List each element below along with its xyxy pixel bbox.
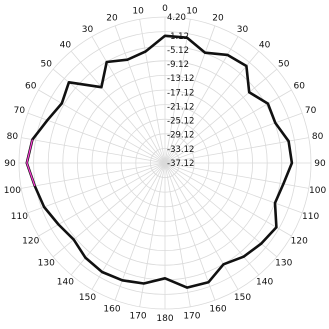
grid-spoke — [21, 162, 166, 189]
radial-tick-label: -13.12 — [167, 74, 194, 84]
grid-spoke — [70, 162, 166, 276]
angle-tick-label: 30 — [82, 25, 94, 35]
angle-tick-label: 170 — [183, 312, 200, 322]
angle-tick-label: 0 — [162, 4, 168, 14]
grid-spoke — [38, 89, 166, 164]
grid-spoke — [164, 162, 278, 258]
polar-grid — [18, 16, 312, 310]
angle-tick-label: 60 — [294, 82, 306, 92]
angle-tick-label: 10 — [132, 6, 144, 16]
angle-tick-label: 160 — [103, 305, 120, 315]
radial-tick-label: 4.20 — [167, 13, 186, 23]
grid-spoke — [164, 162, 309, 189]
angle-tick-label: 140 — [57, 278, 74, 288]
grid-spoke — [21, 137, 166, 164]
grid-spoke — [164, 50, 260, 164]
angle-tick-label: 90 — [314, 159, 326, 169]
radial-tick-label: -29.12 — [167, 131, 194, 141]
grid-spoke — [164, 162, 216, 301]
angle-tick-label: 110 — [302, 212, 319, 222]
angle-tick-label: 10 — [186, 6, 198, 16]
grid-spoke — [27, 112, 166, 164]
grid-spoke — [164, 25, 216, 164]
angle-tick-label: 20 — [212, 13, 224, 23]
angle-tick-label: 40 — [60, 40, 72, 50]
grid-spoke — [114, 25, 166, 164]
grid-spoke — [164, 162, 239, 290]
angle-tick-label: 140 — [256, 278, 273, 288]
radial-tick-label: -25.12 — [167, 117, 194, 127]
angle-tick-label: 120 — [22, 237, 39, 247]
grid-spoke — [52, 162, 166, 258]
angle-tick-label: 130 — [38, 259, 55, 269]
grid-spoke — [139, 19, 166, 164]
grid-spoke — [164, 36, 239, 164]
grid-spoke — [164, 162, 292, 237]
angle-tick-label: 30 — [237, 25, 249, 35]
grid-spoke — [164, 162, 191, 307]
angle-tick-label: 150 — [234, 293, 251, 303]
angle-tick-label: 100 — [4, 186, 21, 196]
data-series — [25, 34, 294, 289]
angle-tick-label: 50 — [41, 59, 53, 69]
grid-spoke — [164, 112, 303, 164]
angle-tick-label: 70 — [305, 106, 317, 116]
grid-spoke — [164, 137, 309, 164]
angle-tick-label: 50 — [278, 59, 290, 69]
angle-tick-label: 160 — [209, 305, 226, 315]
angle-tick-label: 180 — [156, 314, 173, 324]
angle-tick-label: 70 — [14, 106, 26, 116]
grid-spoke — [70, 50, 166, 164]
radial-tick-label: -37.12 — [167, 159, 194, 169]
radial-tick-label: -9.12 — [167, 60, 189, 70]
angle-tick-label: 20 — [106, 13, 118, 23]
grid-spoke — [52, 68, 166, 164]
grid-spoke — [114, 162, 166, 301]
grid-spoke — [164, 162, 303, 214]
grid-spoke — [27, 162, 166, 214]
grid-spoke — [164, 68, 278, 164]
angle-tick-label: 150 — [79, 293, 96, 303]
radial-tick-label: -5.12 — [167, 46, 189, 56]
angle-tick-label: 40 — [259, 40, 271, 50]
angle-tick-label: 80 — [312, 132, 324, 142]
angle-tick-label: 110 — [11, 212, 28, 222]
radial-tick-label: -33.12 — [167, 145, 194, 155]
angle-tick-label: 120 — [291, 237, 308, 247]
angle-tick-label: 130 — [275, 259, 292, 269]
series-line — [25, 34, 294, 289]
angle-tick-label: 60 — [25, 82, 37, 92]
angle-tick-label: 80 — [7, 132, 19, 142]
grid-spoke — [91, 36, 166, 164]
angle-tick-label: 100 — [309, 186, 326, 196]
radial-tick-label: -21.12 — [167, 102, 194, 112]
angle-tick-labels: 0 102030405060708090100110120130140150160… — [4, 4, 327, 324]
grid-spoke — [164, 19, 191, 164]
series-highlight — [26, 139, 36, 187]
radial-tick-label: -17.12 — [167, 88, 194, 98]
grid-spoke — [91, 162, 166, 290]
angle-tick-label: 170 — [129, 312, 146, 322]
angle-tick-label: 90 — [4, 159, 16, 169]
grid-spoke — [164, 89, 292, 164]
radial-tick-labels: 4.20-1.12-5.12-9.12-13.12-17.12-21.12-25… — [167, 13, 194, 169]
